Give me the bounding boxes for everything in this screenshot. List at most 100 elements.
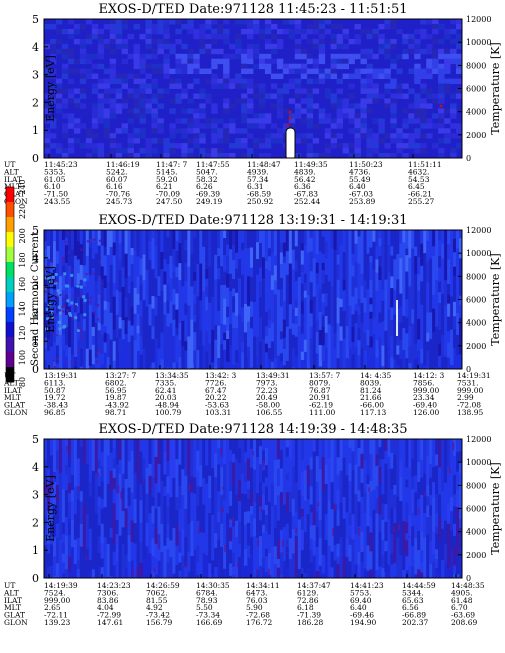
heatmap-cell: [321, 554, 326, 574]
heatmap-cell: [294, 153, 302, 158]
heatmap-cell: [181, 93, 188, 99]
heatmap-cell: [336, 63, 343, 70]
heatmap-cell: [187, 123, 194, 129]
heatmap-cell: [136, 325, 140, 334]
heatmap-cell: [202, 490, 206, 505]
heatmap-cell: [89, 301, 92, 304]
orbit-cell: 96.85: [44, 408, 66, 417]
colorbar-tick-label: 200: [18, 228, 27, 243]
heatmap-cell: [115, 314, 120, 338]
heatmap-cell: [208, 230, 212, 267]
heatmap-cell: [121, 569, 125, 578]
heatmap-cell: [393, 454, 397, 469]
heatmap-cell: [432, 68, 439, 74]
heatmap-cell: [235, 43, 242, 50]
heatmap-cell: [223, 255, 227, 272]
heatmap-cell: [118, 460, 122, 475]
heatmap-cell: [118, 317, 122, 330]
heatmap-cell: [339, 340, 343, 361]
heatmap-cell: [354, 153, 361, 158]
orbit-cell: 19.72: [44, 393, 66, 402]
heatmap-cell: [79, 313, 84, 329]
heatmap-cell: [378, 73, 385, 79]
heatmap-cell: [366, 48, 373, 55]
heatmap-cell: [279, 449, 284, 469]
heatmap-cell: [133, 128, 140, 134]
heatmap-cell: [342, 542, 346, 557]
heatmap-cell: [264, 505, 269, 516]
heatmap-cell: [312, 153, 320, 158]
heatmap-cell: [369, 230, 373, 248]
heatmap-cell: [357, 250, 361, 264]
heatmap-cell: [390, 123, 397, 129]
heatmap-cell: [163, 24, 170, 30]
heatmap-cell: [273, 528, 278, 547]
orbit-cell: 194.90: [350, 618, 376, 627]
heatmap-cell: [264, 53, 272, 60]
heatmap-cell: [223, 463, 227, 501]
heatmap-cell: [67, 148, 75, 154]
heatmap-cell: [97, 245, 102, 258]
heatmap-cell: [53, 439, 57, 453]
heatmap-cell: [64, 474, 69, 491]
heatmap-cell: [324, 230, 329, 242]
heatmap-cell: [73, 230, 78, 257]
heatmap-cell: [100, 266, 105, 280]
heatmap-cell: [89, 296, 92, 299]
heatmap-cell: [357, 564, 361, 578]
heatmap-cell: [375, 531, 379, 550]
heatmap-cell: [193, 439, 197, 462]
heatmap-cell: [291, 498, 296, 516]
heatmap-cell: [408, 143, 415, 149]
heatmap-cell: [235, 439, 239, 460]
orbit-cell: 100.79: [155, 408, 181, 417]
heatmap-cell: [145, 270, 149, 308]
heatmap-cell: [166, 549, 170, 563]
heatmap-cell: [217, 293, 221, 312]
orbit-row-label: ALT: [3, 167, 19, 176]
heatmap-cell: [303, 556, 308, 574]
heatmap-cell: [115, 19, 123, 25]
y2-tick-label: 4000: [466, 528, 486, 537]
heatmap-cell: [420, 83, 427, 89]
heatmap-cell: [294, 316, 299, 325]
heatmap-cell: [414, 113, 421, 119]
heatmap-cell: [318, 33, 326, 40]
heatmap-cell: [402, 153, 409, 158]
heatmap-cell: [151, 123, 158, 129]
heatmap-cell: [130, 450, 134, 469]
heatmap-cell: [97, 330, 102, 352]
heatmap-cell: [217, 268, 221, 280]
heatmap-cell: [381, 555, 385, 569]
heatmap-cell: [247, 292, 251, 307]
heatmap-cell: [432, 531, 436, 555]
heatmap-cell: [166, 523, 170, 539]
heatmap-cell: [423, 513, 427, 538]
heatmap-cell: [441, 243, 445, 259]
heatmap-cell: [55, 334, 58, 337]
heatmap-cell: [417, 439, 421, 463]
heatmap-cell: [127, 249, 131, 277]
heatmap-cell: [420, 230, 424, 245]
heatmap-cell: [151, 538, 155, 557]
heatmap-cell: [112, 230, 117, 243]
heatmap-cell: [106, 439, 111, 456]
heatmap-cell: [139, 83, 146, 89]
heatmap-cell: [282, 504, 287, 528]
orbit-cell: -66.89: [402, 611, 426, 620]
heatmap-cell: [291, 309, 296, 324]
heatmap-cell: [106, 544, 111, 562]
heatmap-cell: [97, 318, 100, 321]
heatmap-cell: [247, 480, 251, 490]
heatmap-cell: [130, 502, 134, 521]
heatmap-cell: [339, 439, 343, 471]
heatmap-cell: [57, 358, 59, 361]
heatmap-cell: [199, 300, 203, 331]
heatmap-cell: [151, 523, 155, 539]
heatmap-cell: [50, 262, 54, 297]
heatmap-cell: [264, 24, 272, 30]
heatmap-cell: [199, 549, 203, 578]
heatmap-cell: [214, 303, 218, 326]
heatmap-cell: [169, 540, 173, 558]
heatmap-cell: [222, 486, 224, 490]
